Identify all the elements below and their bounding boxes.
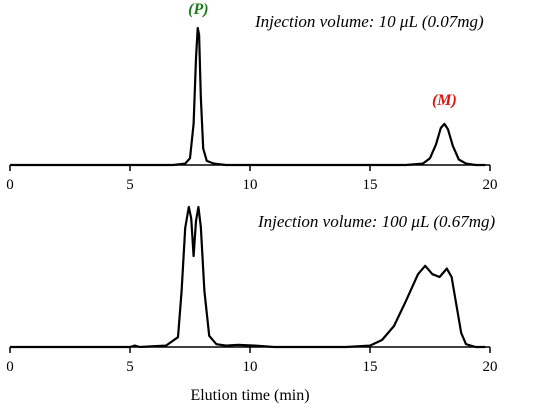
bottom-ticks [9,347,491,353]
bottom-tick-label: 5 [126,359,134,375]
bottom-tick-label: 15 [363,359,378,375]
bottom-tick-label: 10 [243,359,258,375]
top-peak-labels: (P) (M) [188,1,457,109]
top-annotation: Injection volume: 10 μL (0.07mg) [254,12,484,31]
bottom-panel: Injection volume: 100 μL (0.67mg) 0 5 10 15… [6,205,498,404]
top-tick-labels: 0 5 10 15 20 [6,177,497,193]
top-series-line [10,26,486,167]
top-tick-label: 10 [243,177,258,193]
x-axis-label: Elution time (min) [190,387,309,404]
bottom-series-line [10,205,486,349]
top-tick-label: 15 [363,177,378,193]
bottom-tick-label: 20 [483,359,498,375]
top-tick-label: 5 [126,177,134,193]
top-panel: (P)(M) Injection volume: 10 μL (0.07mg) … [6,1,497,193]
bottom-annotation: Injection volume: 100 μL (0.67mg) [257,212,496,231]
top-tick-label: 20 [483,177,498,193]
peak-label: (M) [432,92,457,109]
peak-label: (P) [188,1,208,18]
bottom-tick-label: 0 [6,359,14,375]
bottom-tick-labels: 0 5 10 15 20 [6,359,497,375]
top-tick-label: 0 [6,177,14,193]
